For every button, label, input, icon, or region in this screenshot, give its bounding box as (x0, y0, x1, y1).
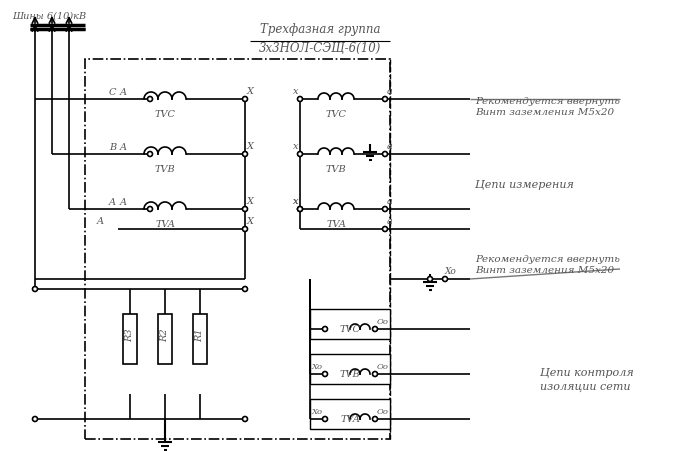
Text: a: a (387, 197, 393, 206)
Text: A: A (109, 198, 116, 207)
Text: x: x (293, 197, 298, 206)
Circle shape (242, 207, 248, 212)
Text: Шины 6(10)кВ: Шины 6(10)кВ (12, 12, 86, 21)
Circle shape (372, 372, 377, 377)
Circle shape (298, 207, 302, 212)
Text: X: X (247, 197, 254, 206)
Text: C: C (108, 88, 116, 97)
Text: A: A (120, 198, 127, 207)
Text: B: B (109, 143, 116, 152)
Text: TVB: TVB (326, 165, 346, 174)
Text: Оо: Оо (377, 318, 389, 325)
FancyBboxPatch shape (310, 399, 390, 429)
Text: Оо: Оо (377, 407, 389, 415)
Text: X: X (247, 87, 254, 96)
Circle shape (382, 227, 388, 232)
Text: Рекомендуется ввернуть
Винт заземления М5х20: Рекомендуется ввернуть Винт заземления М… (475, 97, 620, 117)
FancyBboxPatch shape (158, 314, 172, 364)
Text: a: a (387, 87, 393, 96)
Text: R3: R3 (125, 327, 134, 341)
Text: TVA: TVA (340, 414, 360, 423)
Circle shape (323, 327, 328, 332)
FancyBboxPatch shape (310, 354, 390, 384)
Text: TVA: TVA (155, 220, 175, 229)
Circle shape (32, 287, 38, 292)
Circle shape (298, 207, 302, 212)
Text: A: A (120, 143, 127, 152)
Circle shape (428, 277, 433, 282)
Text: Хо: Хо (312, 362, 323, 370)
Text: TVA: TVA (326, 220, 346, 229)
Text: Цепи измерения: Цепи измерения (475, 179, 574, 189)
Text: 3х3НОЛ-СЭЩ-6(10): 3х3НОЛ-СЭЩ-6(10) (259, 41, 382, 55)
Circle shape (32, 417, 38, 422)
Circle shape (323, 372, 328, 377)
Circle shape (242, 417, 248, 422)
Text: TVC: TVC (340, 324, 360, 333)
Circle shape (242, 97, 248, 102)
Text: Хо: Хо (445, 267, 456, 276)
Text: Хо: Хо (312, 407, 323, 415)
Circle shape (148, 97, 153, 102)
Circle shape (372, 327, 377, 332)
Circle shape (323, 417, 328, 422)
Text: Цепи контроля
изоляции сети: Цепи контроля изоляции сети (540, 367, 634, 391)
Circle shape (242, 152, 248, 157)
Circle shape (442, 277, 447, 282)
Text: x: x (293, 142, 298, 151)
Text: a: a (387, 216, 393, 226)
Circle shape (242, 287, 248, 292)
Circle shape (298, 152, 302, 157)
Text: A: A (120, 88, 127, 97)
FancyBboxPatch shape (310, 309, 390, 339)
Circle shape (148, 207, 153, 212)
Text: Трехфазная группа: Трехфазная группа (260, 23, 380, 37)
Circle shape (148, 152, 153, 157)
Text: a: a (387, 142, 393, 151)
Text: R1: R1 (195, 327, 204, 341)
Text: R2: R2 (160, 327, 169, 341)
Circle shape (242, 227, 248, 232)
Circle shape (382, 207, 388, 212)
Circle shape (372, 417, 377, 422)
Circle shape (382, 152, 388, 157)
Circle shape (298, 97, 302, 102)
Text: Оо: Оо (377, 362, 389, 370)
Text: TVC: TVC (155, 110, 176, 119)
Text: TVC: TVC (326, 110, 346, 119)
Text: X: X (247, 216, 254, 226)
Text: TVB: TVB (340, 369, 360, 378)
Text: TVB: TVB (155, 165, 175, 174)
Text: X: X (247, 142, 254, 151)
FancyBboxPatch shape (193, 314, 207, 364)
Circle shape (382, 97, 388, 102)
Text: Рекомендуется ввернуть
Винт заземления М5х20: Рекомендуется ввернуть Винт заземления М… (475, 254, 620, 275)
Text: x: x (293, 197, 298, 206)
Text: A: A (97, 216, 104, 226)
FancyBboxPatch shape (123, 314, 137, 364)
Text: x: x (293, 87, 298, 96)
